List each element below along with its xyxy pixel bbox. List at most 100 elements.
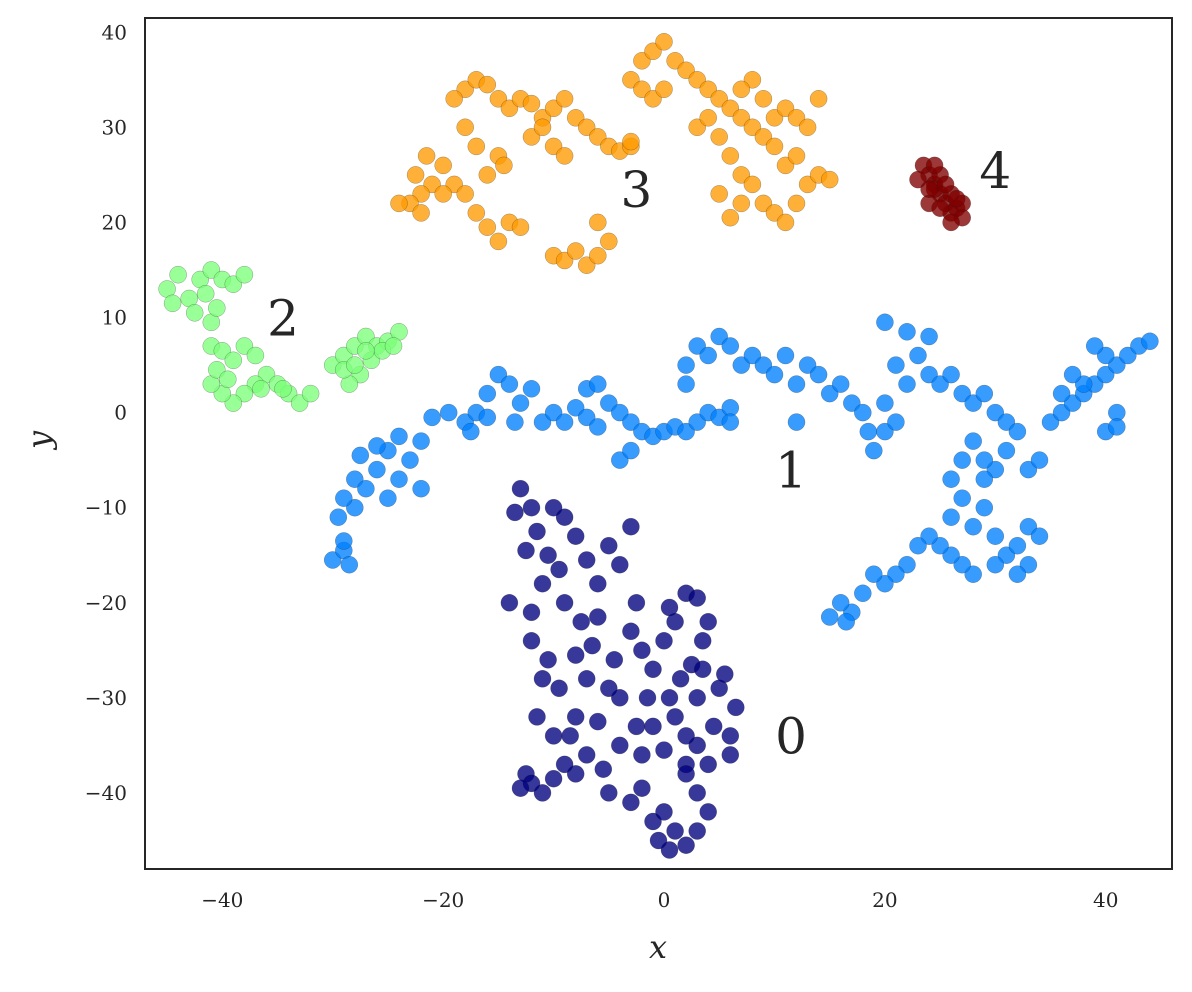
cluster-2-point xyxy=(208,299,226,317)
cluster-label-0: 0 xyxy=(775,708,807,766)
cluster-1-point xyxy=(887,356,905,374)
cluster-1-point xyxy=(997,441,1016,460)
cluster-0-point xyxy=(688,589,706,607)
cluster-3-point xyxy=(456,118,474,136)
cluster-2-point xyxy=(197,285,215,303)
cluster-0-point xyxy=(688,822,706,840)
cluster-0-point xyxy=(666,822,684,840)
cluster-3-point xyxy=(721,147,739,165)
cluster-2-point xyxy=(163,294,182,312)
cluster-1-point xyxy=(589,418,607,436)
cluster-1-point xyxy=(1141,332,1159,350)
cluster-0-point xyxy=(666,708,684,726)
cluster-3-point xyxy=(776,213,795,232)
cluster-0-point xyxy=(644,660,662,678)
cluster-1-point xyxy=(809,365,828,384)
cluster-0-point xyxy=(600,784,618,802)
cluster-1-point xyxy=(898,375,916,393)
cluster-3-point xyxy=(555,90,574,108)
cluster-1-point xyxy=(379,489,397,507)
cluster-0-point xyxy=(539,651,557,669)
cluster-0-point xyxy=(660,598,679,617)
cluster-1-point xyxy=(787,413,806,431)
cluster-1-point xyxy=(721,337,739,355)
cluster-1-point xyxy=(787,375,806,393)
cluster-0-point xyxy=(699,803,717,821)
cluster-3-point xyxy=(787,194,806,213)
cluster-1-point xyxy=(335,532,353,550)
y-axis-label: y xyxy=(20,430,58,451)
cluster-0-point xyxy=(539,546,557,564)
cluster-1-point xyxy=(699,346,717,365)
cluster-3-point xyxy=(743,175,762,194)
cluster-0-point xyxy=(688,689,706,707)
cluster-3-point xyxy=(434,156,452,175)
cluster-1-point xyxy=(721,413,739,431)
cluster-0-point xyxy=(567,708,585,726)
cluster-1-point xyxy=(975,470,993,488)
cluster-2-point xyxy=(252,380,270,398)
plot-frame xyxy=(144,17,1173,870)
cluster-0-point xyxy=(716,665,734,683)
cluster-2-point xyxy=(224,351,242,369)
cluster-0-point xyxy=(555,755,574,774)
cluster-1-point xyxy=(986,527,1004,545)
cluster-1-point xyxy=(440,403,458,422)
y-tick-label: −30 xyxy=(85,686,127,710)
cluster-3-point xyxy=(412,204,430,222)
cluster-1-point xyxy=(1030,527,1049,545)
cluster-1-point xyxy=(622,441,640,460)
cluster-label-3: 3 xyxy=(620,161,652,219)
cluster-2-point xyxy=(246,346,265,365)
x-tick-labels: −40 −20 0 20 40 xyxy=(201,888,1118,912)
cluster-3-point xyxy=(578,118,596,136)
cluster-1-point xyxy=(555,413,574,431)
cluster-0-point xyxy=(500,594,519,612)
cluster-0-point xyxy=(655,803,673,821)
cluster-0-point xyxy=(611,556,629,574)
cluster-1-point xyxy=(765,365,784,384)
y-tick-label: 30 xyxy=(102,115,127,139)
cluster-1-point xyxy=(506,413,524,431)
cluster-2-point xyxy=(384,337,403,355)
cluster-1-point xyxy=(329,508,347,526)
cluster-0-point xyxy=(721,746,739,764)
cluster-0-point xyxy=(511,779,530,797)
y-tick-label: 10 xyxy=(102,306,127,330)
cluster-0-point xyxy=(694,632,712,650)
cluster-0-point xyxy=(633,779,651,797)
cluster-0-point xyxy=(528,522,546,541)
y-tick-label: −20 xyxy=(85,591,127,615)
cluster-1-point xyxy=(1086,337,1104,355)
cluster-0-point xyxy=(583,636,601,655)
x-tick-label: 20 xyxy=(872,888,897,912)
cluster-0-point xyxy=(544,770,563,788)
cluster-3-point xyxy=(406,166,425,184)
cluster-3-point xyxy=(434,185,452,203)
cluster-0-point xyxy=(605,651,623,669)
cluster-1-point xyxy=(865,565,883,583)
cluster-1-point xyxy=(478,384,496,403)
cluster-0-point xyxy=(633,641,651,659)
cluster-1-point xyxy=(854,584,872,602)
cluster-1-point xyxy=(351,446,369,465)
cluster-2-point xyxy=(235,266,254,284)
cluster-3-point xyxy=(489,232,508,251)
cluster-1-point xyxy=(368,460,386,479)
cluster-1-point xyxy=(887,413,905,431)
cluster-1-point xyxy=(832,594,850,612)
cluster-1-point xyxy=(412,480,430,498)
cluster-2-point xyxy=(346,356,364,374)
x-tick-label: −20 xyxy=(422,888,464,912)
cluster-0-point xyxy=(594,760,612,778)
cluster-4-point xyxy=(942,213,960,232)
cluster-1-point xyxy=(837,613,855,631)
cluster-1-point xyxy=(1108,418,1126,436)
cluster-labels: 0 1 2 3 4 xyxy=(267,142,1011,766)
cluster-0-point xyxy=(544,727,563,745)
cluster-3-points xyxy=(390,33,839,274)
cluster-0-point xyxy=(533,670,552,688)
cluster-1-point xyxy=(412,432,430,450)
cluster-3-point xyxy=(495,156,513,175)
cluster-0-point xyxy=(622,518,640,536)
